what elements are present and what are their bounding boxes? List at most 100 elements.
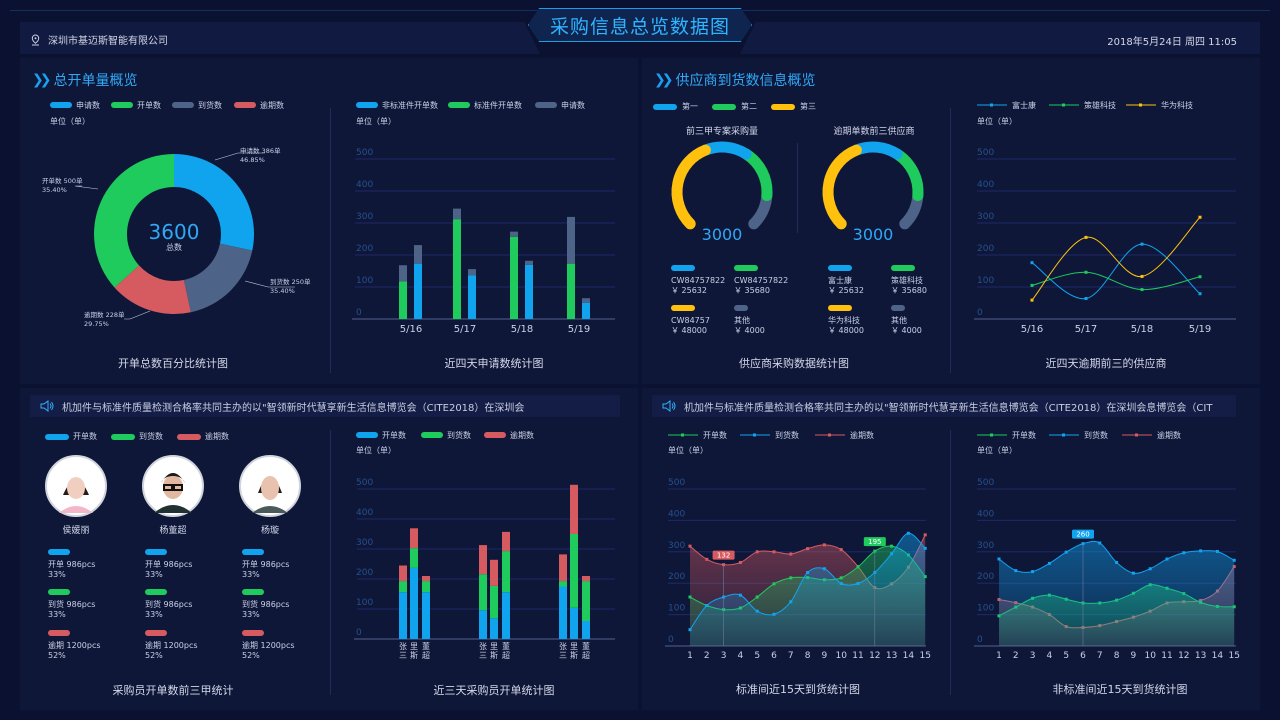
- gauge-segment: [671, 144, 711, 230]
- data-point: [755, 595, 759, 599]
- stacked-bar-segment: [582, 576, 590, 582]
- data-point: [705, 557, 709, 561]
- legend-dot: [828, 433, 831, 437]
- gauge-item: 策雄科技 ￥ 35680: [891, 265, 927, 296]
- bar: [510, 236, 518, 319]
- pie-label: 逾期数 228单: [84, 310, 125, 319]
- buyer-stat: 开单 986pcs 33%: [48, 549, 95, 580]
- legend-label: 到货数: [775, 430, 799, 440]
- y-tick-label: 100: [356, 598, 373, 608]
- data-point: [1148, 567, 1152, 571]
- data-point: [1215, 549, 1219, 553]
- stacked-bar-segment: [559, 586, 567, 639]
- stacked-bar-segment: [490, 618, 498, 639]
- buyer-stat: 逾期 1200pcs 52%: [145, 630, 198, 661]
- header-left-bar: [20, 22, 540, 54]
- legend-label: 到货数: [198, 100, 222, 110]
- legend-label: 逾期数: [260, 100, 284, 110]
- legend-label: 到货数: [1084, 430, 1108, 440]
- bar: [453, 219, 461, 319]
- pie-label: 申请数 386单: [240, 146, 281, 155]
- x-tick-label: 三: [479, 651, 487, 660]
- stacked-bar-segment: [490, 559, 498, 586]
- legend-label: 非标准件开单数: [382, 100, 438, 110]
- data-point: [1131, 571, 1135, 575]
- x-tick-label: 董: [422, 641, 430, 651]
- legend-swatch: [356, 102, 378, 108]
- data-point: [688, 544, 692, 548]
- legend-item: 第三: [771, 101, 816, 112]
- x-tick-label: 2: [704, 651, 710, 661]
- x-tick-label: 8: [1114, 651, 1120, 661]
- y-tick-label: 300: [668, 541, 685, 551]
- x-tick-label: 三: [399, 651, 407, 660]
- stacked-bar-segment: [422, 581, 430, 593]
- y-tick-label: 200: [977, 572, 994, 582]
- gauge-legend: 第一 第二 第三: [653, 101, 816, 112]
- gauge-item: 富士康 ￥ 25632: [828, 265, 864, 296]
- legend-item: 到货数: [111, 431, 163, 442]
- x-tick-label: 15: [1228, 651, 1239, 661]
- tooltip-box: [1072, 529, 1094, 539]
- x-tick-label: 5: [754, 651, 760, 661]
- pie-total-value: 3600: [149, 220, 200, 244]
- x-tick-label: 14: [903, 651, 915, 661]
- x-tick-label: 1: [687, 651, 693, 661]
- series-line-富士康: [1031, 243, 1201, 300]
- data-point: [890, 544, 894, 548]
- legend-swatch: [484, 432, 506, 438]
- data-point: [1232, 558, 1236, 562]
- divider: [330, 108, 331, 373]
- x-tick-label: 5/19: [568, 324, 590, 335]
- x-tick-label: 超: [502, 650, 510, 660]
- data-point: [1115, 560, 1119, 564]
- data-point: [856, 565, 860, 569]
- bar-cap-applications: [567, 216, 575, 264]
- legend-dot: [1062, 433, 1065, 437]
- data-point: [1030, 298, 1034, 302]
- pie-slice-开单数: [93, 154, 174, 288]
- pie-label: 到货数 250单: [270, 277, 311, 286]
- stacked-bar-segment: [399, 565, 407, 582]
- y-tick-label: 300: [356, 212, 373, 222]
- notice-text: 机加件与标准件质量检测合格率共同主办的以"智领新时代慧享新生活信息博览会（CIT…: [62, 402, 525, 414]
- x-tick-label: 13: [886, 651, 897, 661]
- buyer-stat: 逾期 1200pcs 52%: [48, 630, 101, 661]
- y-tick-label: 100: [977, 604, 994, 614]
- unit-label: 单位（单）: [50, 116, 90, 126]
- y-tick-label: 300: [977, 541, 994, 551]
- chart-caption: 采购员开单数前三甲统计: [112, 684, 234, 697]
- divider: [950, 108, 951, 373]
- buyer-name: 侯媛丽: [62, 526, 90, 536]
- data-point: [1030, 261, 1034, 265]
- y-tick-label: 500: [356, 148, 373, 158]
- data-point: [738, 593, 742, 597]
- gauge-item: 华为科技 ￥ 48000: [828, 305, 864, 336]
- data-point: [789, 576, 793, 580]
- legend-dot: [1139, 103, 1142, 107]
- data-point: [839, 548, 843, 552]
- pie-slice-申请数: [174, 154, 255, 251]
- section-title-order: ❯❯ 总开单量概览: [32, 70, 137, 90]
- stacked-bar-segment: [479, 610, 487, 639]
- gauge-title: 逾期单数前三供应商: [833, 127, 915, 137]
- legend-item: 逾期数: [177, 431, 229, 442]
- avatar: [239, 455, 301, 517]
- bar-cap-applications: [510, 231, 518, 237]
- speaker-icon: [662, 400, 676, 412]
- header-right-bar: [740, 22, 1260, 54]
- stacked-bar-segment: [559, 554, 567, 582]
- stacked-bar-segment: [410, 548, 418, 568]
- bar: [525, 264, 533, 319]
- y-tick-label: 300: [356, 538, 373, 548]
- stacked-bar-segment: [479, 574, 487, 611]
- data-point: [1198, 292, 1202, 296]
- x-tick-label: 5: [1063, 651, 1069, 661]
- y-tick-label: 200: [977, 244, 994, 254]
- legend-label: 开单数: [703, 430, 727, 440]
- pie-label-line: [244, 280, 295, 288]
- legend-swatch: [356, 432, 378, 438]
- area-fill-到货数: [999, 541, 1235, 646]
- bar-cap-applications: [582, 298, 590, 303]
- stacked-bar-segment: [570, 607, 578, 639]
